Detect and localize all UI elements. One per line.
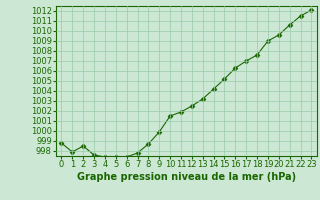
X-axis label: Graphe pression niveau de la mer (hPa): Graphe pression niveau de la mer (hPa) — [77, 172, 296, 182]
